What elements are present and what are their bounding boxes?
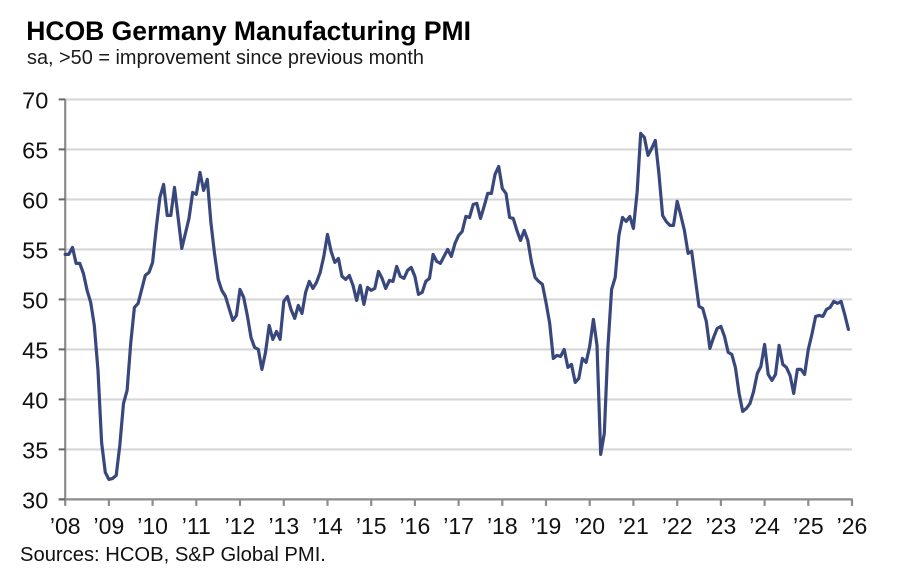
svg-text:70: 70	[22, 87, 48, 113]
svg-text:’11: ’11	[182, 513, 211, 539]
svg-text:’19: ’19	[531, 513, 562, 539]
svg-text:’22: ’22	[662, 513, 693, 539]
svg-text:’12: ’12	[225, 513, 256, 539]
svg-text:’15: ’15	[356, 513, 387, 539]
svg-text:’24: ’24	[749, 513, 780, 539]
svg-text:40: 40	[22, 387, 48, 413]
svg-text:’17: ’17	[443, 513, 474, 539]
svg-text:35: 35	[22, 437, 48, 463]
svg-text:55: 55	[22, 237, 48, 263]
svg-text:50: 50	[22, 287, 48, 313]
svg-text:’21: ’21	[618, 513, 649, 539]
svg-text:’20: ’20	[574, 513, 605, 539]
svg-text:’26: ’26	[837, 513, 868, 539]
svg-text:’09: ’09	[94, 513, 125, 539]
svg-text:65: 65	[22, 137, 48, 163]
svg-text:’10: ’10	[137, 513, 168, 539]
svg-text:45: 45	[22, 337, 48, 363]
svg-text:’25: ’25	[793, 513, 824, 539]
svg-text:’23: ’23	[706, 513, 737, 539]
svg-text:60: 60	[22, 187, 48, 213]
svg-text:’18: ’18	[487, 513, 518, 539]
svg-text:’13: ’13	[268, 513, 299, 539]
svg-text:’14: ’14	[312, 513, 343, 539]
svg-text:30: 30	[22, 487, 48, 513]
svg-text:’08: ’08	[50, 513, 81, 539]
svg-text:’16: ’16	[400, 513, 431, 539]
